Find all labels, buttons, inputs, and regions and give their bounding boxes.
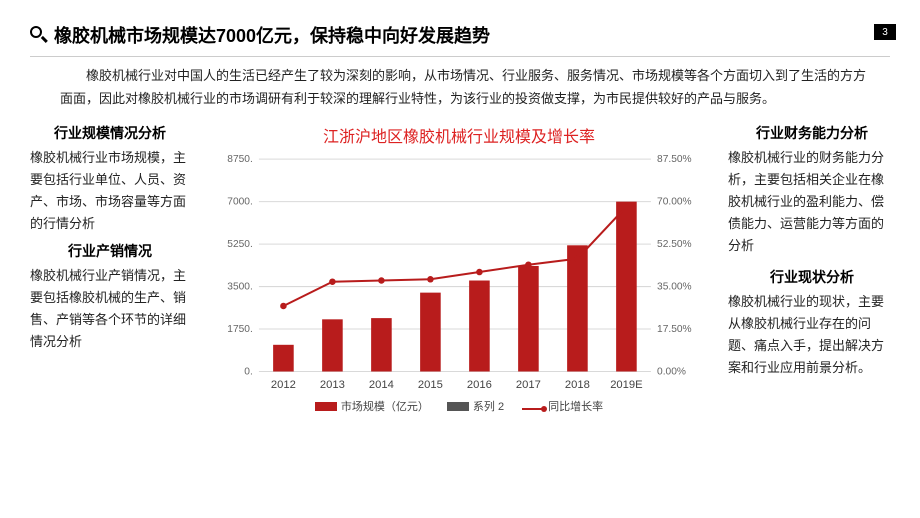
svg-text:2013: 2013 (320, 378, 345, 390)
svg-text:8750.: 8750. (227, 154, 253, 165)
svg-text:87.50%: 87.50% (657, 154, 692, 165)
combo-chart: 0. 0.00% 1750. 17.50% 3500. 35.00% 5250. 52.50%… (200, 151, 718, 396)
left-sec2-body: 橡胶机械行业产销情况，主要包括橡胶机械的生产、销售、产销等各个环节的详细情况分析 (30, 265, 190, 353)
svg-text:0.00%: 0.00% (657, 366, 686, 377)
svg-text:7000.: 7000. (227, 196, 253, 207)
svg-text:5250.: 5250. (227, 239, 253, 250)
chart-column: 江浙沪地区橡胶机械行业规模及增长率 0. 0.00% 1750. 17.50% 3500… (200, 121, 718, 414)
divider (30, 56, 890, 57)
right-sec1-body: 橡胶机械行业的财务能力分析，主要包括相关企业在橡胶机械行业的盈利能力、偿债能力、… (728, 147, 896, 257)
svg-text:3500.: 3500. (227, 281, 253, 292)
left-column: 行业规模情况分析 橡胶机械行业市场规模，主要包括行业单位、人员、资产、市场、市场… (30, 121, 190, 414)
svg-text:2019E: 2019E (610, 378, 642, 390)
chart-title: 江浙沪地区橡胶机械行业规模及增长率 (200, 121, 718, 151)
legend-line: 同比增长率 (522, 398, 603, 414)
intro-paragraph: 橡胶机械行业对中国人的生活已经产生了较为深刻的影响，从市场情况、行业服务、服务情… (0, 65, 920, 121)
chart-legend: 市场规模（亿元） 系列 2 同比增长率 (200, 398, 718, 414)
legend-bar: 市场规模（亿元） (315, 398, 429, 414)
page-title: 橡胶机械市场规模达7000亿元，保持稳中向好发展趋势 (54, 22, 490, 48)
left-sec2-heading: 行业产销情况 (30, 241, 190, 261)
right-sec1-heading: 行业财务能力分析 (728, 123, 896, 143)
svg-text:2017: 2017 (516, 378, 541, 390)
svg-text:35.00%: 35.00% (657, 281, 692, 292)
svg-text:17.50%: 17.50% (657, 324, 692, 335)
left-sec1-body: 橡胶机械行业市场规模，主要包括行业单位、人员、资产、市场、市场容量等方面的行情分… (30, 147, 190, 235)
svg-text:2014: 2014 (369, 378, 394, 390)
right-sec2-body: 橡胶机械行业的现状，主要从橡胶机械行业存在的问题、痛点入手，提出解决方案和行业应… (728, 291, 896, 379)
svg-text:2012: 2012 (271, 378, 296, 390)
right-column: 行业财务能力分析 橡胶机械行业的财务能力分析，主要包括相关企业在橡胶机械行业的盈… (728, 121, 896, 414)
left-sec1-heading: 行业规模情况分析 (30, 123, 190, 143)
svg-text:70.00%: 70.00% (657, 196, 692, 207)
svg-text:2018: 2018 (565, 378, 590, 390)
content-row: 行业规模情况分析 橡胶机械行业市场规模，主要包括行业单位、人员、资产、市场、市场… (0, 121, 920, 414)
page-number: 3 (874, 24, 896, 40)
svg-text:1750.: 1750. (227, 324, 253, 335)
legend-series2: 系列 2 (447, 398, 504, 414)
chart-svg: 0. 0.00% 1750. 17.50% 3500. 35.00% 5250. 52.50%… (200, 151, 718, 396)
svg-text:2015: 2015 (418, 378, 443, 390)
svg-text:2016: 2016 (467, 378, 492, 390)
slide-header: 橡胶机械市场规模达7000亿元，保持稳中向好发展趋势 (0, 0, 920, 56)
svg-text:0.: 0. (244, 366, 253, 377)
svg-text:52.50%: 52.50% (657, 239, 692, 250)
search-icon (30, 26, 48, 44)
right-sec2-heading: 行业现状分析 (728, 267, 896, 287)
